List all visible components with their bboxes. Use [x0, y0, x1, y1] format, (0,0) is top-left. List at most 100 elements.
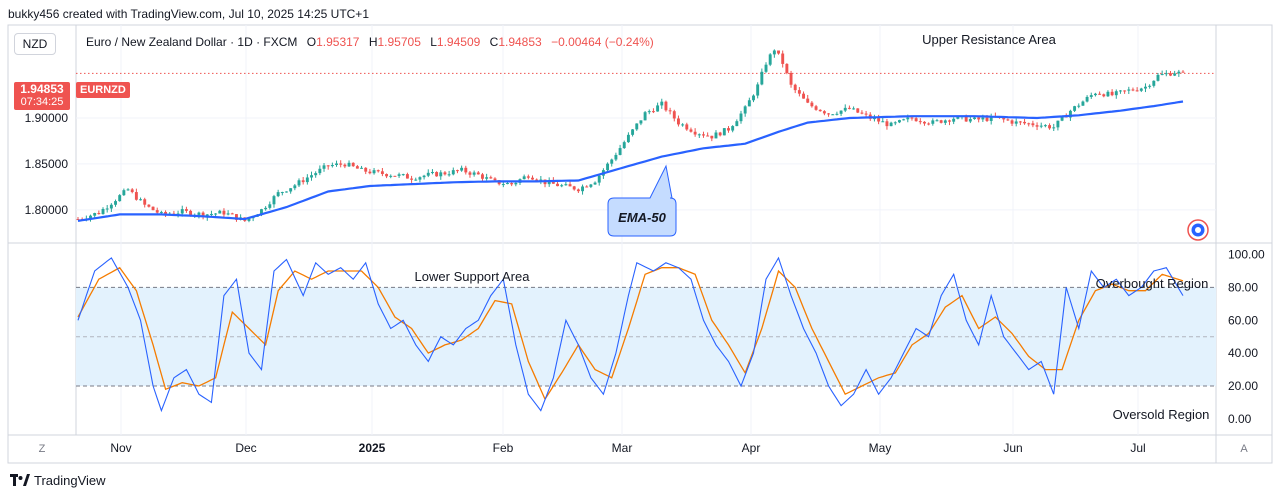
candle-body — [923, 121, 926, 124]
candle-body — [1144, 86, 1147, 89]
candle-body — [310, 175, 313, 178]
candle-body — [635, 123, 639, 130]
ema-callout-bubble — [607, 164, 677, 237]
candle-body — [230, 213, 234, 215]
candle-body — [1139, 88, 1143, 91]
upper-resistance-annotation: Upper Resistance Area — [922, 32, 1056, 47]
candle-body — [977, 117, 981, 120]
candle-body — [572, 186, 576, 190]
brand-name: TradingView — [34, 472, 106, 488]
candle-body — [410, 178, 414, 180]
candle-body — [702, 134, 705, 136]
candle-body — [105, 208, 109, 210]
x-tick-label: Apr — [742, 441, 761, 455]
low-value: 1.94509 — [436, 35, 481, 49]
candle-body — [1089, 95, 1093, 97]
candle-body — [981, 117, 985, 120]
attribution-text: bukky456 created with TradingView.com, J… — [8, 7, 369, 21]
candle-body — [956, 116, 960, 119]
candle-body — [714, 132, 718, 139]
candle-body — [343, 164, 347, 167]
stoch-tick-label: 80.00 — [1228, 280, 1258, 294]
candle-body — [881, 121, 885, 123]
symbol-tag: EURNZD — [76, 82, 130, 98]
stoch-tick-label: 100.00 — [1228, 248, 1265, 262]
candle-body — [581, 186, 585, 192]
close-value: 1.94853 — [498, 35, 542, 49]
x-tick-label: Nov — [110, 441, 131, 455]
candle-body — [731, 126, 735, 131]
candle-body — [476, 172, 480, 175]
candle-body — [155, 210, 159, 213]
candle-body — [560, 185, 564, 187]
candle-body — [827, 113, 831, 115]
candle-body — [818, 109, 822, 112]
candle-body — [564, 184, 568, 186]
price-tick-label: 1.85000 — [25, 157, 69, 171]
candle-body — [481, 174, 484, 179]
candle-body — [147, 204, 151, 207]
overbought-annotation: Overbought Region — [1096, 276, 1209, 291]
candle-body — [297, 180, 301, 186]
candle-body — [164, 211, 168, 214]
candle-body — [664, 101, 668, 111]
candle-body — [985, 117, 989, 121]
candle-body — [952, 118, 956, 122]
candle-body — [376, 170, 380, 172]
candle-body — [906, 117, 910, 120]
a-button[interactable]: A — [1240, 443, 1248, 455]
candle-body — [889, 122, 893, 127]
stochastic-layer — [77, 256, 1184, 413]
candle-body — [418, 177, 422, 180]
lower-support-annotation: Lower Support Area — [415, 269, 531, 284]
high-value: 1.95705 — [377, 35, 421, 49]
candle-body — [739, 113, 743, 122]
brand-block: TradingView — [10, 471, 106, 489]
tradingview-logo-icon — [10, 474, 30, 486]
candle-body — [651, 111, 655, 113]
candle-body — [347, 162, 351, 167]
candle-body — [918, 121, 922, 123]
candle-body — [647, 111, 651, 113]
price-tick-label: 1.80000 — [25, 203, 69, 217]
candle-body — [656, 105, 660, 112]
candle-body — [747, 100, 751, 107]
candle-body — [285, 191, 288, 193]
candle-body — [368, 171, 372, 174]
candle-body — [380, 171, 384, 175]
candle-body — [1123, 90, 1127, 92]
candle-body — [197, 212, 201, 215]
candle-body — [1118, 90, 1122, 92]
candle-body — [405, 174, 409, 179]
candle-body — [531, 177, 534, 180]
candle-body — [1023, 121, 1027, 124]
z-button[interactable]: Z — [38, 443, 46, 455]
candle-body — [856, 108, 860, 113]
candle-body — [1102, 94, 1106, 97]
candle-body — [643, 112, 647, 121]
candle-body — [722, 128, 726, 136]
candle-body — [764, 64, 768, 72]
candle-body — [810, 102, 814, 107]
candle-body — [968, 119, 972, 122]
candle-body — [301, 180, 305, 183]
target-icon[interactable] — [1187, 219, 1209, 241]
open-value: 1.95317 — [316, 35, 360, 49]
candle-body — [943, 120, 947, 123]
candle-body — [501, 184, 505, 186]
candle-body — [447, 174, 451, 176]
candle-body — [835, 113, 839, 115]
open-label: O — [306, 35, 317, 49]
candle-body — [355, 166, 359, 169]
candle-body — [276, 192, 280, 197]
candle-body — [789, 72, 793, 85]
currency-badge[interactable]: NZD — [14, 33, 56, 55]
candle-body — [247, 218, 251, 221]
candle-body — [485, 177, 489, 179]
candle-body — [364, 167, 368, 172]
candle-body — [685, 124, 689, 130]
candle-body — [159, 211, 163, 213]
candle-body — [76, 219, 80, 221]
candle-body — [727, 128, 730, 131]
